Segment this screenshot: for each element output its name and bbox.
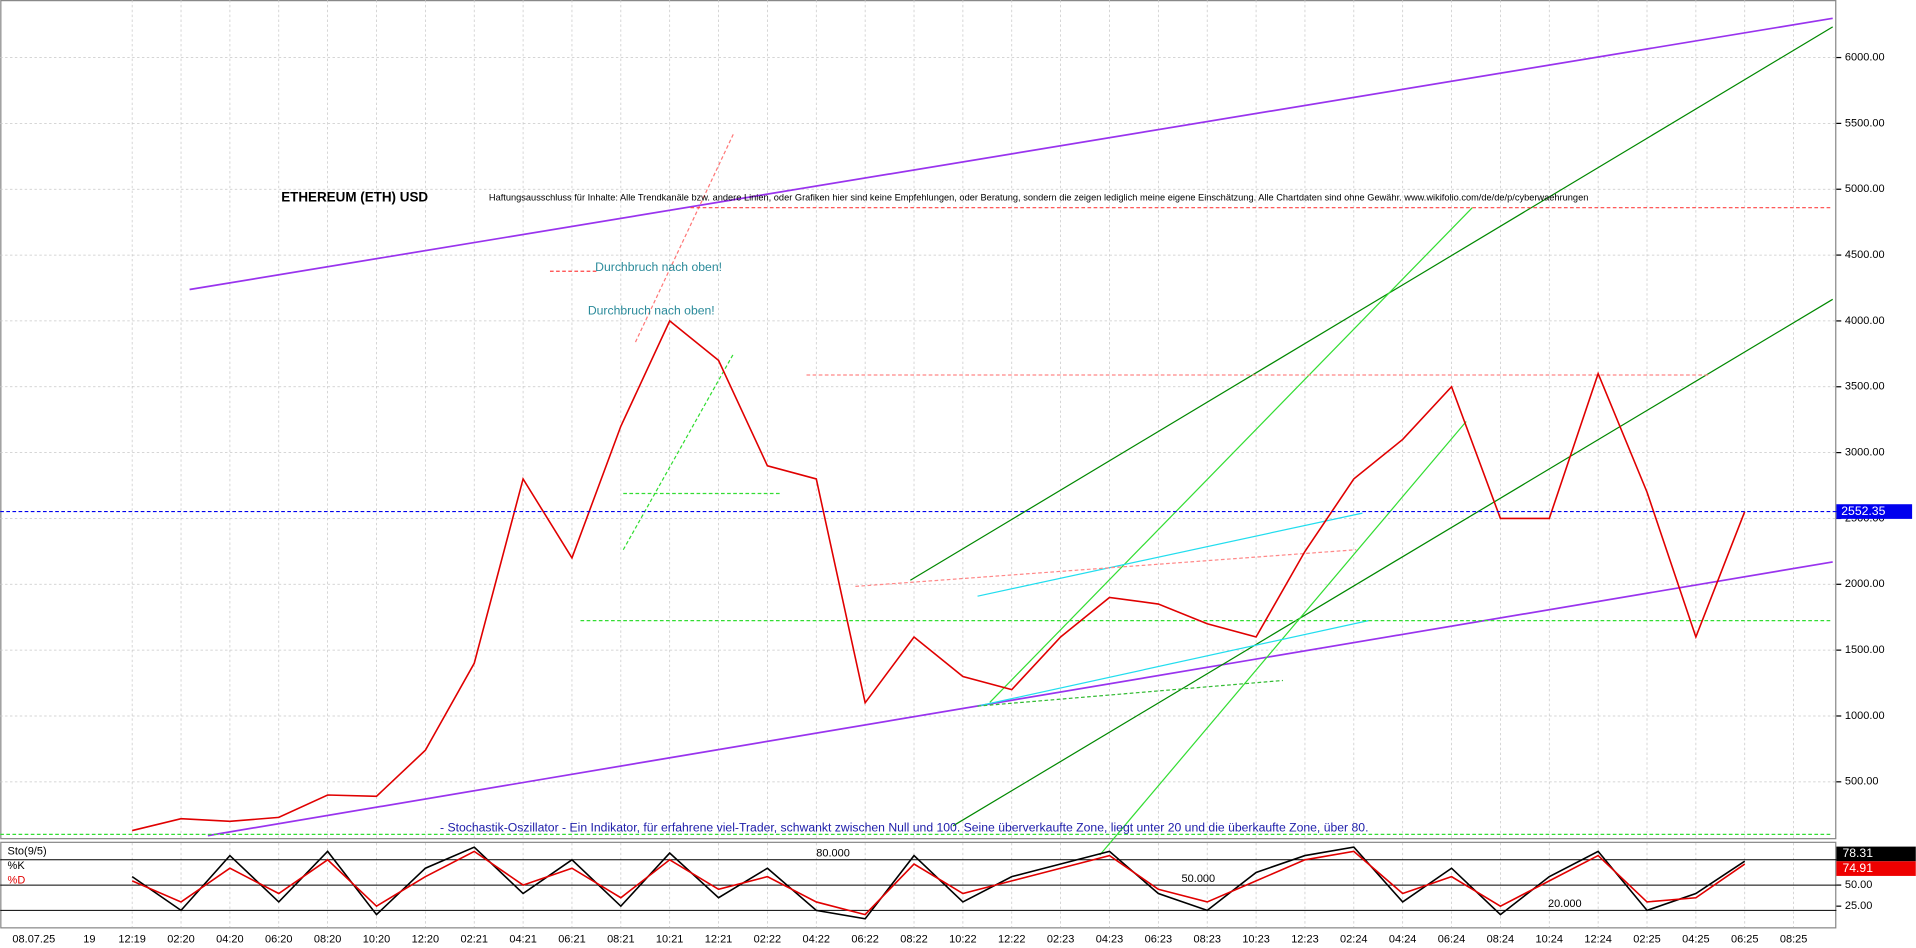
x-tick-label: 19 [83, 933, 95, 945]
x-tick-label: 08:22 [900, 933, 928, 945]
x-tick-label: 02:21 [460, 933, 488, 945]
x-tick-label: 04:23 [1096, 933, 1124, 945]
level-label: 80.000 [816, 848, 850, 860]
chart-title: ETHEREUM (ETH) USD [281, 189, 428, 204]
grid-layer [0, 0, 1837, 928]
y-tick-label: 3500.00 [1845, 381, 1885, 393]
x-tick-label: 02:23 [1047, 933, 1075, 945]
x-tick-label: 02:25 [1633, 933, 1660, 945]
y-tick-label: 500.00 [1845, 776, 1879, 788]
x-tick-label: 08:25 [1780, 933, 1808, 945]
y-tick-label: 1000.00 [1845, 710, 1885, 722]
y-tick-label: 5500.00 [1845, 117, 1885, 129]
x-tick-label: 08.07.25 [12, 933, 55, 945]
x-tick-label: 10:22 [949, 933, 977, 945]
x-tick-label: 12:24 [1584, 933, 1611, 945]
y-tick-label: 1500.00 [1845, 644, 1885, 656]
trendline [634, 134, 734, 343]
x-tick-label: 10:23 [1242, 933, 1269, 945]
series-line [131, 850, 1746, 916]
price-panel [0, 0, 1837, 840]
x-tick-label: 04:24 [1389, 933, 1416, 945]
legend-entry: %K [8, 860, 26, 872]
x-tick-label: 08:23 [1193, 933, 1221, 945]
trendline [977, 620, 1369, 707]
x-tick-label: 04:21 [509, 933, 537, 945]
trendline [622, 353, 734, 551]
x-tick-label: 12:22 [998, 933, 1026, 945]
x-tick-label: 12:20 [412, 933, 440, 945]
y-tick-label: 5000.00 [1845, 183, 1885, 195]
trendline [952, 298, 1834, 827]
series-line [131, 319, 1746, 832]
value-box [1836, 846, 1916, 862]
x-tick-label: 12:21 [705, 933, 733, 945]
trendline [977, 512, 1363, 597]
x-tick-label: 04:25 [1682, 933, 1709, 945]
trendline [855, 549, 1357, 588]
x-tick-label: 06:23 [1145, 933, 1173, 945]
indicator-note: - Stochastik-Oszillator - Ein Indikator,… [440, 820, 1368, 834]
level-label: 20.000 [1548, 898, 1582, 910]
trendlines [0, 17, 1834, 856]
x-tick-label: 06:24 [1438, 933, 1466, 945]
trendline [207, 561, 1833, 837]
trendline [977, 679, 1284, 707]
value-label: 74.91 [1842, 861, 1873, 875]
value-box [1836, 861, 1916, 876]
x-tick-label: 10:21 [656, 933, 684, 945]
x-tick-label: 04:20 [216, 933, 244, 945]
y-tick-label: 25.00 [1845, 900, 1873, 912]
x-tick-label: 08:20 [314, 933, 342, 945]
y-tick-label: 2000.00 [1845, 578, 1885, 590]
x-tick-label: 12:23 [1291, 933, 1318, 945]
x-tick-label: 02:24 [1340, 933, 1368, 945]
trendline [1099, 421, 1467, 856]
y-tick-label: 6000.00 [1845, 51, 1885, 63]
current-price-label: 2552.35 [1841, 504, 1885, 518]
legend-entry: %D [8, 875, 26, 887]
value-label: 78.31 [1842, 846, 1873, 860]
y-tick-label: 3000.00 [1845, 447, 1885, 459]
trendline [910, 26, 1834, 581]
x-tick-label: 06:25 [1731, 933, 1758, 945]
x-tick-label: 06:21 [558, 933, 586, 945]
trendline [189, 17, 1833, 291]
x-tick-label: 02:20 [167, 933, 195, 945]
x-tick-label: 02:22 [754, 933, 782, 945]
current-price-box [1836, 504, 1913, 519]
x-tick-label: 06:20 [265, 933, 292, 945]
y-tick-label: 4000.00 [1845, 315, 1885, 327]
x-tick-label: 08:21 [607, 933, 635, 945]
x-tick-label: 08:24 [1487, 933, 1515, 945]
x-tick-label: 10:24 [1536, 933, 1563, 945]
disclaimer: Haftungsausschluss für Inhalte: Alle Tre… [489, 192, 1588, 202]
x-tick-label: 10:20 [363, 933, 391, 945]
y-tick-label: 50.00 [1845, 879, 1873, 891]
x-tick-label: 06:22 [851, 933, 879, 945]
x-tick-label: 04:22 [803, 933, 831, 945]
y-tick-label: 4500.00 [1845, 249, 1885, 261]
x-tick-label: 12:19 [118, 933, 145, 945]
level-label: 50.000 [1182, 873, 1216, 885]
annotation: Durchbruch nach oben! [595, 260, 722, 274]
annotation: Durchbruch nach oben! [588, 304, 715, 318]
stoch-title: Sto(9/5) [8, 845, 47, 857]
